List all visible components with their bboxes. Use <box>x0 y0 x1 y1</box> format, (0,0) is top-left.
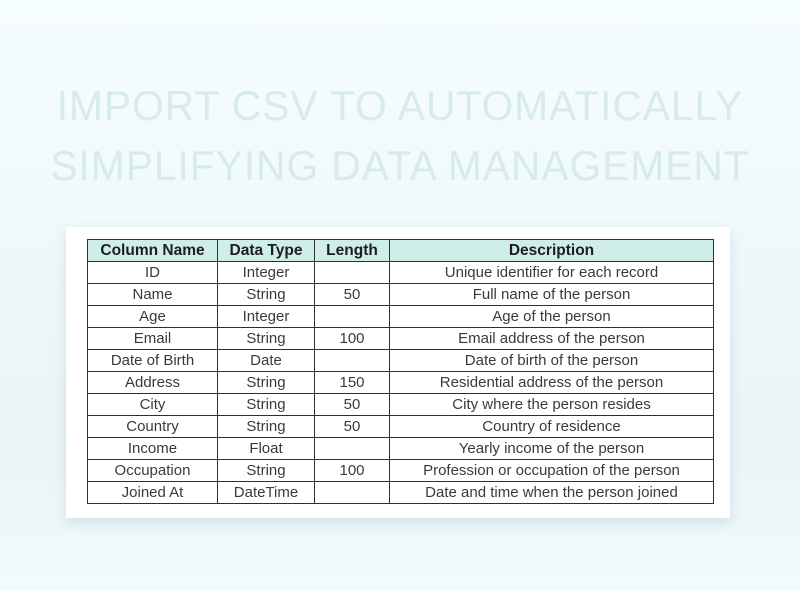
table-cell: 50 <box>314 283 390 306</box>
table-cell: Date and time when the person joined <box>389 481 714 504</box>
table-row: Occupation String 100 Profession or occupat… <box>87 459 714 482</box>
table-cell: Unique identifier for each record <box>389 261 714 284</box>
table-header-cell: Length <box>314 239 390 262</box>
table-cell: Age of the person <box>389 305 714 328</box>
table-cell: Occupation <box>87 459 218 482</box>
table-cell: Full name of the person <box>389 283 714 306</box>
table-row: Date of Birth Date Date of birth of the pe… <box>87 349 714 372</box>
table-cell <box>314 349 390 372</box>
table-cell: 50 <box>314 393 390 416</box>
table-card: Column Name Data Type Length Description ID… <box>66 227 730 518</box>
table-cell: Country <box>87 415 218 438</box>
table-cell: Residential address of the person <box>389 371 714 394</box>
table-row: Name String 50 Full name of the person <box>87 283 714 306</box>
table-row: Country String 50 Country of residence <box>87 415 714 438</box>
table-cell: Date of Birth <box>87 349 218 372</box>
table-cell: String <box>217 393 315 416</box>
table-header-cell: Description <box>389 239 714 262</box>
table-cell: Age <box>87 305 218 328</box>
schema-table: Column Name Data Type Length Description ID… <box>87 239 714 504</box>
table-cell: Integer <box>217 261 315 284</box>
table-cell: Email address of the person <box>389 327 714 350</box>
page-title-line-1: IMPORT CSV TO AUTOMATICALLY <box>56 82 744 129</box>
table-cell: DateTime <box>217 481 315 504</box>
table-cell: Country of residence <box>389 415 714 438</box>
table-cell <box>314 481 390 504</box>
table-cell: ID <box>87 261 218 284</box>
table-cell: Date <box>217 349 315 372</box>
table-cell: 150 <box>314 371 390 394</box>
table-cell: Integer <box>217 305 315 328</box>
table-cell <box>314 261 390 284</box>
table-row: Email String 100 Email address of the perso… <box>87 327 714 350</box>
table-row: Address String 150 Residential address of t… <box>87 371 714 394</box>
table-cell: Address <box>87 371 218 394</box>
table-cell: Income <box>87 437 218 460</box>
table-cell: City <box>87 393 218 416</box>
table-cell: String <box>217 459 315 482</box>
table-cell: Date of birth of the person <box>389 349 714 372</box>
table-cell: String <box>217 371 315 394</box>
page-title: IMPORT CSV TO AUTOMATICALLY SIMPLIFYING … <box>0 76 800 196</box>
table-cell: Name <box>87 283 218 306</box>
table-row: Age Integer Age of the person <box>87 305 714 328</box>
table-cell: Email <box>87 327 218 350</box>
table-header-row: Column Name Data Type Length Description <box>87 239 714 262</box>
table-cell: Profession or occupation of the person <box>389 459 714 482</box>
table-header-cell: Data Type <box>217 239 315 262</box>
table-cell: 50 <box>314 415 390 438</box>
table-cell <box>314 437 390 460</box>
table-cell: String <box>217 283 315 306</box>
table-cell: 100 <box>314 459 390 482</box>
table-cell <box>314 305 390 328</box>
table-cell: Joined At <box>87 481 218 504</box>
table-cell: City where the person resides <box>389 393 714 416</box>
table-cell: 100 <box>314 327 390 350</box>
table-row: Income Float Yearly income of the person <box>87 437 714 460</box>
table-cell: Float <box>217 437 315 460</box>
table-cell: Yearly income of the person <box>389 437 714 460</box>
table-cell: String <box>217 327 315 350</box>
table-row: Column Name Data Type Length Description <box>87 239 714 262</box>
table-row: ID Integer Unique identifier for each reco… <box>87 261 714 284</box>
table-body: ID Integer Unique identifier for each reco… <box>87 261 714 504</box>
table-header-cell: Column Name <box>87 239 218 262</box>
table-row: City String 50 City where the person reside… <box>87 393 714 416</box>
table-row: Joined At DateTime Date and time when the … <box>87 481 714 504</box>
table-cell: String <box>217 415 315 438</box>
page-title-line-2: SIMPLIFYING DATA MANAGEMENT <box>50 142 750 189</box>
